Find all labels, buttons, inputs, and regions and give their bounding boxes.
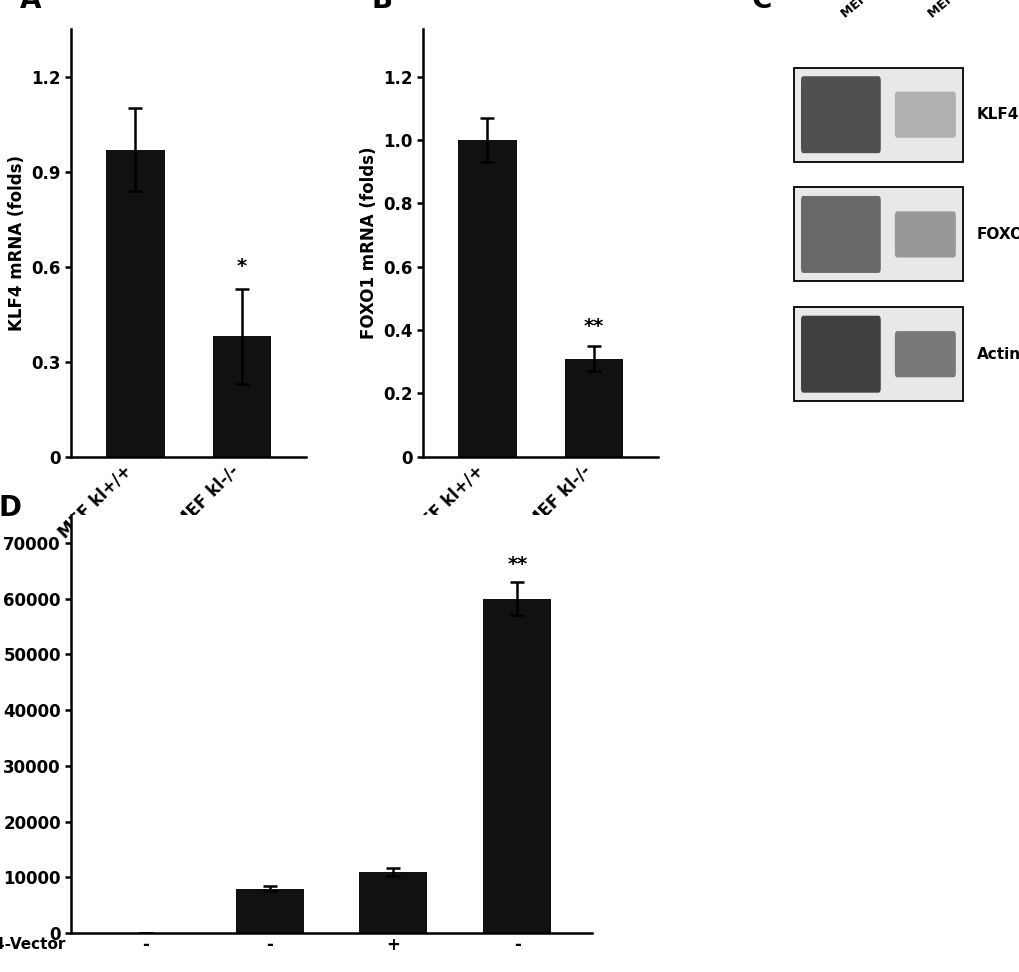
Y-axis label: KLF4 mRNA (folds): KLF4 mRNA (folds) — [8, 155, 25, 331]
Bar — [458, 140, 516, 457]
FancyBboxPatch shape — [894, 331, 955, 377]
Bar — [483, 599, 551, 933]
Bar — [793, 68, 962, 161]
Text: -: - — [514, 936, 521, 954]
Text: Actin: Actin — [976, 347, 1019, 362]
Text: C: C — [751, 0, 771, 15]
Text: *: * — [236, 258, 247, 276]
Bar — [793, 188, 962, 282]
Bar — [793, 307, 962, 401]
Text: A: A — [19, 0, 41, 15]
Text: -: - — [142, 936, 149, 954]
FancyBboxPatch shape — [800, 76, 880, 154]
Text: **: ** — [583, 318, 603, 336]
FancyBboxPatch shape — [800, 316, 880, 393]
Text: **: ** — [506, 555, 527, 573]
Text: B: B — [371, 0, 392, 15]
Text: KLF4: KLF4 — [976, 107, 1018, 122]
Bar — [565, 359, 623, 457]
Text: MEF kl+/+: MEF kl+/+ — [838, 0, 901, 20]
FancyBboxPatch shape — [894, 91, 955, 138]
FancyBboxPatch shape — [800, 196, 880, 273]
Text: pGL4-Vector: pGL4-Vector — [0, 937, 66, 953]
Text: -: - — [266, 936, 273, 954]
Text: MEF kl-/-: MEF kl-/- — [924, 0, 979, 20]
Y-axis label: FOXO1 mRNA (folds): FOXO1 mRNA (folds) — [360, 147, 377, 339]
Bar — [235, 888, 304, 933]
FancyBboxPatch shape — [894, 211, 955, 258]
Bar — [359, 872, 427, 933]
Bar — [213, 336, 271, 457]
Text: FOXO1: FOXO1 — [976, 226, 1019, 242]
Text: D: D — [0, 494, 21, 522]
Bar — [106, 150, 164, 457]
Text: +: + — [386, 936, 400, 954]
